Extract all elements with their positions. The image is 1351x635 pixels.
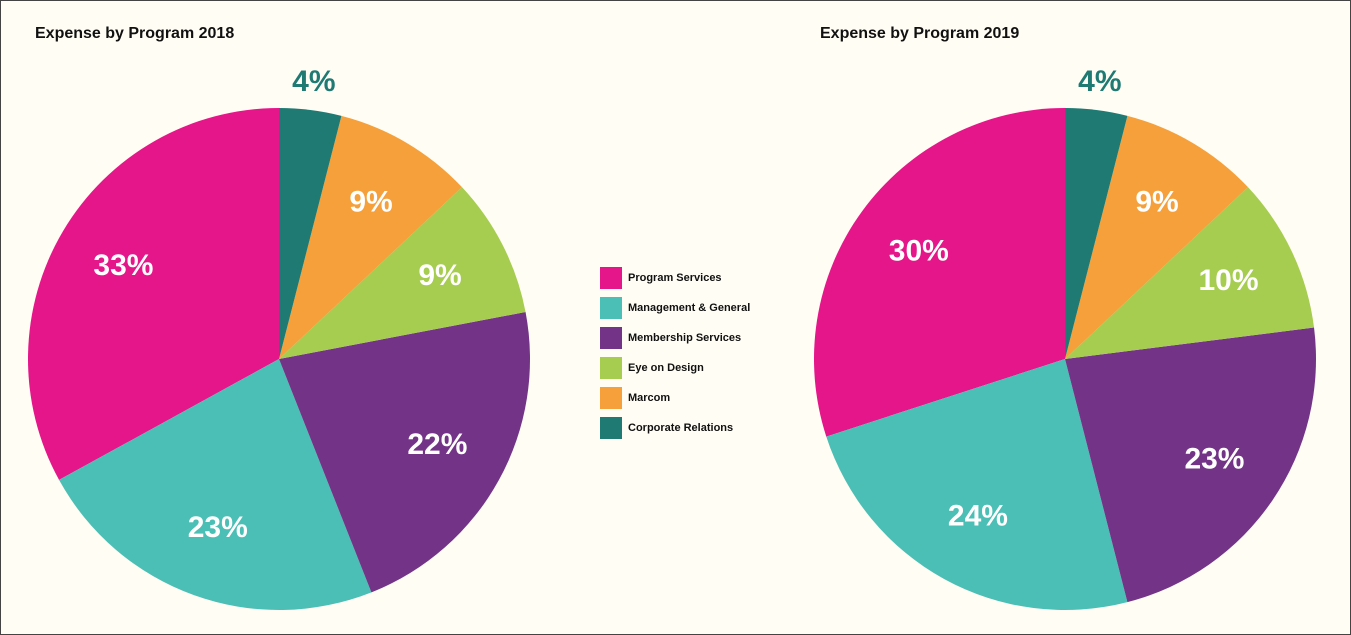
pie-slice <box>1065 115 1248 360</box>
legend-swatch <box>600 417 622 439</box>
chart-title: Expense by Program 2019 <box>820 25 1019 42</box>
legend-label: Management & General <box>628 302 750 314</box>
pie-slice <box>279 187 526 359</box>
data-label: 23% <box>1184 443 1244 476</box>
legend-label: Program Services <box>628 272 722 284</box>
legend-label: Membership Services <box>628 332 741 344</box>
legend-swatch <box>600 357 622 379</box>
data-label: 22% <box>407 428 467 461</box>
legend-label: Corporate Relations <box>628 422 733 434</box>
data-label: 30% <box>889 235 949 268</box>
data-label: 9% <box>349 185 392 218</box>
legend-swatch <box>600 297 622 319</box>
pie-slice <box>27 108 280 480</box>
pie-slice <box>813 108 1065 437</box>
pie-slice <box>1065 327 1316 603</box>
pie-slice <box>826 359 1128 610</box>
pie-slice <box>59 359 372 611</box>
data-label: 23% <box>188 511 248 544</box>
chart-title: Expense by Program 2018 <box>35 25 234 42</box>
data-label: 4% <box>292 65 335 98</box>
legend-swatch <box>600 387 622 409</box>
pie-slice <box>1065 108 1128 359</box>
data-label: 33% <box>93 249 153 282</box>
legend-swatch <box>600 267 622 289</box>
data-label: 10% <box>1198 264 1258 297</box>
legend-label: Eye on Design <box>628 362 704 374</box>
pie-slice <box>1065 187 1315 359</box>
legend-label: Marcom <box>628 392 670 404</box>
pie-slice <box>279 115 462 360</box>
legend-swatch <box>600 327 622 349</box>
pie-slice <box>279 311 530 593</box>
data-label: 4% <box>1078 65 1121 98</box>
data-label: 24% <box>948 499 1008 532</box>
data-label: 9% <box>418 259 461 292</box>
pie-slice <box>279 108 342 359</box>
data-label: 9% <box>1135 185 1178 218</box>
